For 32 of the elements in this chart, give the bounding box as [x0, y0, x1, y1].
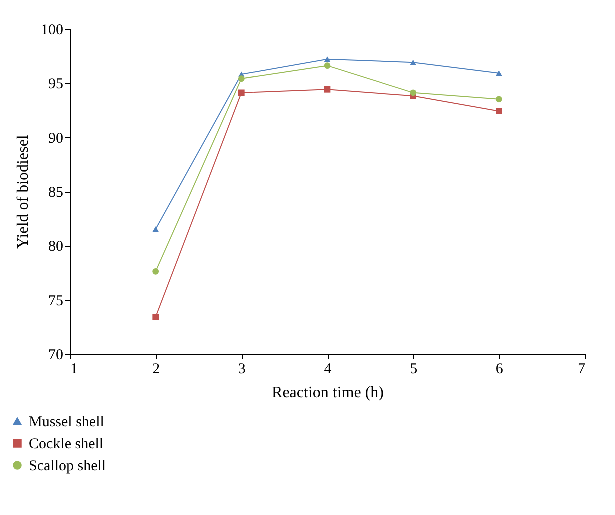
y-tick-label: 75 — [48, 293, 64, 310]
y-axis-title: Yield of biodiesel — [15, 134, 32, 249]
y-tick-label: 85 — [48, 185, 64, 201]
y-tick-label: 95 — [48, 76, 64, 93]
point — [238, 90, 245, 96]
x-tick-label: 7 — [578, 362, 586, 378]
x-tick-label: 6 — [496, 362, 504, 378]
point — [496, 70, 502, 76]
y-tick-label: 90 — [48, 130, 64, 147]
point — [496, 108, 502, 114]
point — [410, 60, 416, 66]
x-tick-label: 5 — [410, 362, 418, 378]
x-tick-label: 1 — [70, 362, 78, 378]
y-tick-label: 80 — [48, 239, 64, 256]
x-axis-title: Reaction time (h) — [272, 384, 384, 402]
x-tick-label: 4 — [324, 362, 332, 378]
legend-label: Mussel shell — [29, 414, 104, 430]
point — [152, 226, 159, 232]
point — [324, 86, 331, 93]
point — [410, 90, 416, 96]
point — [496, 96, 502, 103]
point — [324, 62, 331, 69]
x-tick-label: 3 — [238, 362, 246, 378]
point — [238, 76, 245, 82]
y-tick-label: 70 — [48, 348, 64, 364]
x-tick-label: 2 — [152, 362, 160, 378]
legend-label: Cockle shell — [29, 436, 104, 452]
point — [324, 56, 331, 62]
point — [152, 268, 159, 275]
point — [152, 314, 159, 320]
y-tick-label: 100 — [41, 22, 64, 38]
legend-label: Scallop shell — [29, 458, 106, 474]
